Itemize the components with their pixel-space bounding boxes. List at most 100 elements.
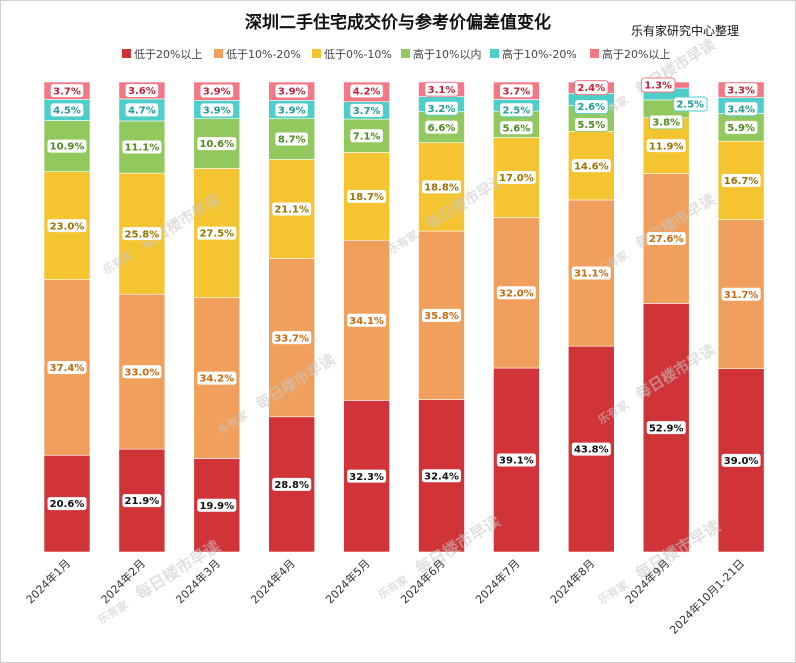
data-label-box-5-0 [421,468,462,484]
data-label-1-5: 3.6% [128,86,156,97]
data-label-box-5-3 [424,119,459,135]
data-label-box-1-1 [121,364,163,380]
data-label-box-6-3 [499,120,534,136]
data-label-box-2-1 [196,370,238,386]
data-label-box-3-0 [271,476,313,492]
legend-label-1: 低于10%-20% [226,48,301,61]
data-label-5-4: 3.2% [428,104,456,115]
data-label-8-0: 52.9% [649,423,684,434]
data-labels: 20.6% 37.4% 23.0% 10.9% 4.5% 3.7% 21.9% 33.0% 25… [46,77,762,513]
chart-title: 深圳二手住宅成交价与参考价偏差值变化 [245,12,551,33]
data-label-3-0: 28.8% [274,480,309,491]
data-label-4-0: 32.3% [349,472,384,483]
legend-label-4: 高于10%-20% [502,47,577,61]
data-label-box-9-2 [720,172,762,188]
data-label-8-1: 27.6% [649,234,684,245]
data-label-6-1: 32.0% [499,288,534,299]
data-label-0-5: 3.7% [53,86,81,97]
watermark-logo: 乐有家 [385,227,421,257]
watermark-logo: 乐有家 [95,597,131,627]
data-label-0-3: 10.9% [50,142,85,153]
data-label-4-1: 34.1% [349,316,384,327]
data-label-box-3-1 [271,330,313,346]
legend-swatch-1 [214,49,223,58]
data-label-box-0-5 [49,83,85,99]
data-label-box-3-5 [274,83,309,99]
data-label-box-0-0 [46,496,88,512]
data-label-box-9-4 [723,101,759,117]
legend-label-0: 低于20%以上 [134,48,202,61]
category-label-4: 2024年5月 [323,556,373,606]
data-label-box-8-4 [672,96,708,112]
data-label-box-3-4 [274,102,309,118]
category-label-3: 2024年4月 [248,556,298,606]
data-label-2-4: 3.9% [203,106,231,117]
category-label-7: 2024年8月 [547,556,597,606]
data-label-5-0: 32.4% [424,471,459,482]
data-label-box-4-3 [349,128,384,144]
watermark-logo: 乐有家 [595,577,631,607]
data-label-9-3: 5.9% [727,123,755,134]
data-label-0-4: 4.5% [53,106,81,117]
data-label-8-5: 1.3% [644,81,672,92]
data-label-box-9-1 [720,286,762,302]
data-label-9-0: 39.0% [724,456,759,467]
data-label-4-4: 3.7% [353,106,381,117]
data-label-5-5: 3.1% [428,85,456,96]
data-label-box-3-2 [271,201,313,217]
data-label-box-2-3 [196,136,238,152]
legend-swatch-0 [122,49,131,58]
data-label-box-6-0 [495,452,537,468]
data-label-6-2: 17.0% [499,173,534,184]
data-label-box-9-5 [723,82,759,98]
watermarks: 乐有家每日楼市早读乐有家每日楼市早读乐有家每日楼市早读乐有家每日楼市早读乐有家每… [95,35,723,627]
data-label-8-3: 3.8% [652,118,680,129]
data-label-3-3: 8.7% [278,135,306,146]
data-label-box-6-2 [495,170,537,186]
data-label-4-3: 7.1% [353,131,381,142]
data-label-box-1-4 [124,102,160,118]
data-label-9-4: 3.4% [727,104,755,115]
data-label-box-8-2 [645,138,687,154]
data-label-box-1-3 [121,139,163,155]
data-label-8-2: 11.9% [649,141,684,152]
legend-swatch-3 [401,49,410,58]
data-label-3-4: 3.9% [278,106,306,117]
data-label-1-0: 21.9% [125,496,160,507]
data-label-9-1: 31.7% [724,290,759,301]
data-label-box-0-2 [46,218,88,234]
data-label-2-3: 10.6% [199,139,234,150]
data-label-3-1: 33.7% [274,333,309,344]
data-label-4-5: 4.2% [353,87,381,98]
data-label-box-7-0 [570,441,612,457]
source-note: 乐有家研究中心整理 [631,23,739,38]
data-label-1-3: 11.1% [125,143,160,154]
data-label-3-5: 3.9% [278,87,306,98]
data-label-box-6-4 [499,102,534,118]
data-label-box-1-0 [121,493,163,509]
category-label-9: 2024年10月1-21日 [667,556,748,637]
data-label-box-0-4 [49,102,85,118]
data-label-box-5-1 [421,307,462,323]
legend-swatch-5 [590,49,599,58]
data-label-3-2: 21.1% [274,205,309,216]
data-label-box-7-2 [570,158,612,174]
data-label-box-9-0 [720,452,762,468]
data-label-7-4: 2.6% [577,102,605,113]
data-label-box-2-2 [196,225,238,241]
data-label-7-1: 31.1% [574,269,609,280]
data-label-box-4-1 [346,312,388,328]
data-label-box-4-0 [346,468,388,484]
data-label-box-0-1 [46,359,88,375]
category-label-0: 2024年1月 [23,556,73,606]
data-label-box-5-2 [421,179,462,195]
data-label-7-5: 2.4% [577,83,605,94]
data-label-box-5-4 [424,100,459,116]
data-label-box-5-5 [424,81,459,97]
data-label-box-7-1 [570,265,612,281]
data-label-box-6-1 [495,285,537,301]
data-label-5-3: 6.6% [428,123,456,134]
data-label-box-8-3 [648,114,684,130]
legend-swatch-2 [312,49,321,58]
data-label-box-8-1 [645,231,687,247]
